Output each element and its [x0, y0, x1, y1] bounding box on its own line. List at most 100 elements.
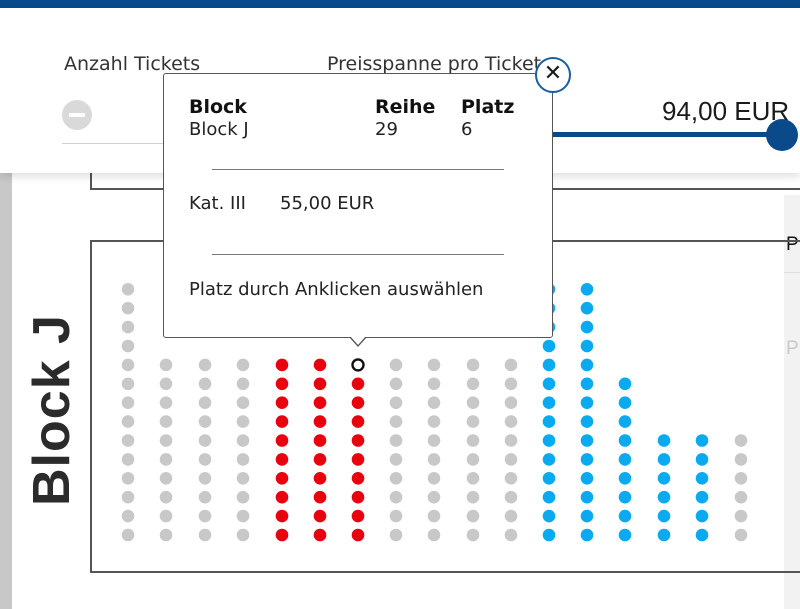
seat[interactable] [695, 472, 709, 485]
seat[interactable] [236, 472, 250, 485]
seat[interactable] [580, 453, 594, 466]
seat[interactable] [657, 434, 671, 447]
seat[interactable] [159, 472, 173, 485]
seat[interactable] [466, 377, 480, 391]
seat[interactable] [313, 528, 327, 542]
seat[interactable] [313, 377, 327, 391]
seat[interactable] [198, 509, 212, 523]
seat[interactable] [580, 490, 594, 504]
seat[interactable] [389, 377, 403, 391]
seat[interactable] [695, 434, 709, 447]
seat[interactable] [427, 415, 441, 428]
seat[interactable] [618, 434, 632, 447]
seat[interactable] [695, 453, 709, 466]
seat[interactable] [351, 490, 365, 504]
seat[interactable] [657, 509, 671, 523]
seat[interactable] [121, 453, 135, 466]
seat[interactable] [427, 453, 441, 466]
seat[interactable] [121, 339, 135, 353]
seat[interactable] [618, 453, 632, 466]
seat[interactable] [542, 434, 556, 447]
seat[interactable] [466, 396, 480, 410]
seat[interactable] [236, 490, 250, 504]
seat[interactable] [121, 434, 135, 447]
seat[interactable] [351, 396, 365, 410]
seat[interactable] [504, 453, 518, 466]
seat[interactable] [313, 490, 327, 504]
seat[interactable] [618, 415, 632, 428]
seat[interactable] [542, 415, 556, 428]
seat[interactable] [275, 490, 289, 504]
seat[interactable] [275, 434, 289, 447]
seat[interactable] [351, 434, 365, 447]
seat[interactable] [504, 434, 518, 447]
seat[interactable] [580, 415, 594, 428]
seat[interactable] [580, 301, 594, 315]
seat[interactable] [389, 528, 403, 542]
seat[interactable] [427, 434, 441, 447]
seat[interactable] [275, 509, 289, 523]
seat[interactable] [466, 472, 480, 485]
seat[interactable] [580, 283, 594, 296]
seat[interactable] [121, 283, 135, 296]
seat[interactable] [236, 528, 250, 542]
seat[interactable] [542, 490, 556, 504]
seat[interactable] [542, 358, 556, 372]
seat[interactable] [159, 434, 173, 447]
seat[interactable] [198, 377, 212, 391]
seat[interactable] [734, 453, 748, 466]
seat[interactable] [198, 472, 212, 485]
seat[interactable] [504, 396, 518, 410]
seat[interactable] [313, 453, 327, 466]
seat[interactable] [427, 490, 441, 504]
seat[interactable] [121, 528, 135, 542]
seat[interactable] [351, 453, 365, 466]
seat[interactable] [198, 528, 212, 542]
seat[interactable] [121, 472, 135, 485]
seat[interactable] [657, 528, 671, 542]
seat[interactable] [159, 528, 173, 542]
seat[interactable] [313, 358, 327, 372]
seat[interactable] [618, 377, 632, 391]
seat[interactable] [734, 528, 748, 542]
seat[interactable] [159, 415, 173, 428]
seat[interactable] [580, 434, 594, 447]
seat[interactable] [504, 490, 518, 504]
seat[interactable] [504, 509, 518, 523]
seat[interactable] [313, 396, 327, 410]
seat[interactable] [466, 528, 480, 542]
seat[interactable] [427, 396, 441, 410]
seat[interactable] [275, 358, 289, 372]
seat[interactable] [198, 490, 212, 504]
seat[interactable] [275, 472, 289, 485]
side-panel-label-muted[interactable]: P [786, 338, 799, 359]
seat[interactable] [427, 509, 441, 523]
seat[interactable] [275, 396, 289, 410]
seat[interactable] [159, 377, 173, 391]
seat[interactable] [236, 396, 250, 410]
seat[interactable] [198, 358, 212, 372]
seat[interactable] [542, 377, 556, 391]
seat[interactable] [389, 396, 403, 410]
seat[interactable] [618, 528, 632, 542]
seat[interactable] [580, 358, 594, 372]
seat[interactable] [542, 339, 556, 353]
seat[interactable] [351, 377, 365, 391]
seat[interactable] [236, 434, 250, 447]
seat[interactable] [389, 434, 403, 447]
seat[interactable] [734, 490, 748, 504]
seat[interactable] [734, 434, 748, 447]
close-icon[interactable]: ✕ [535, 57, 571, 93]
selected-seat[interactable] [351, 358, 365, 372]
seat[interactable] [504, 377, 518, 391]
seat[interactable] [389, 490, 403, 504]
seat[interactable] [275, 528, 289, 542]
seat[interactable] [313, 472, 327, 485]
seat[interactable] [695, 509, 709, 523]
seat[interactable] [236, 509, 250, 523]
seat[interactable] [542, 528, 556, 542]
seat[interactable] [618, 509, 632, 523]
seat[interactable] [427, 528, 441, 542]
seat[interactable] [466, 415, 480, 428]
seat[interactable] [695, 490, 709, 504]
